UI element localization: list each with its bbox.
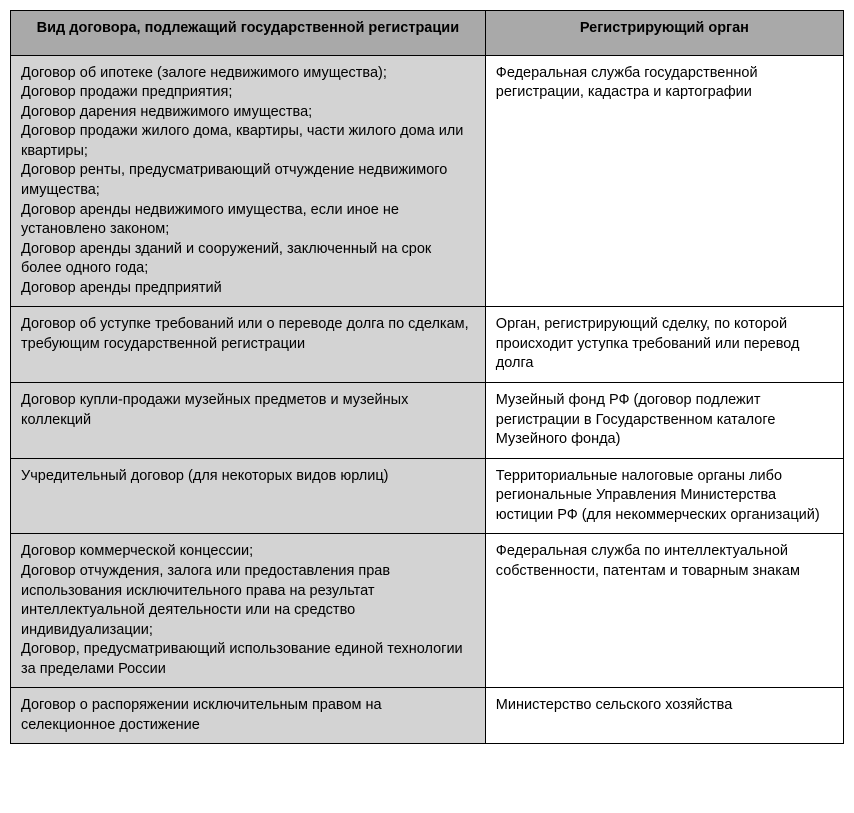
- cell-contract-type: Учредительный договор (для некоторых вид…: [11, 458, 486, 534]
- cell-contract-type: Договор о распоряжении исключительным пр…: [11, 688, 486, 744]
- cell-contract-type: Договор коммерческой концессии;Договор о…: [11, 534, 486, 688]
- col-header-contract-type: Вид договора, подлежащий государственной…: [11, 11, 486, 56]
- cell-contract-type: Договор об уступке требований или о пере…: [11, 307, 486, 383]
- table-row: Договор о распоряжении исключительным пр…: [11, 688, 844, 744]
- cell-registering-body: Федеральная служба по интеллектуальной с…: [485, 534, 843, 688]
- cell-contract-type: Договор об ипотеке (залоге недвижимого и…: [11, 55, 486, 307]
- table-row: Договор коммерческой концессии;Договор о…: [11, 534, 844, 688]
- cell-contract-type: Договор купли-продажи музейных предметов…: [11, 383, 486, 459]
- table-row: Договор купли-продажи музейных предметов…: [11, 383, 844, 459]
- table-row: Договор об ипотеке (залоге недвижимого и…: [11, 55, 844, 307]
- registration-table: Вид договора, подлежащий государственной…: [10, 10, 844, 744]
- table-row: Учредительный договор (для некоторых вид…: [11, 458, 844, 534]
- cell-registering-body: Орган, регистрирующий сделку, по которой…: [485, 307, 843, 383]
- cell-registering-body: Музейный фонд РФ (договор подлежит регис…: [485, 383, 843, 459]
- cell-registering-body: Территориальные налоговые органы либо ре…: [485, 458, 843, 534]
- col-header-registering-body: Регистрирующий орган: [485, 11, 843, 56]
- cell-registering-body: Федеральная служба государственной регис…: [485, 55, 843, 307]
- table-row: Договор об уступке требований или о пере…: [11, 307, 844, 383]
- cell-registering-body: Министерство сельского хозяйства: [485, 688, 843, 744]
- table-header-row: Вид договора, подлежащий государственной…: [11, 11, 844, 56]
